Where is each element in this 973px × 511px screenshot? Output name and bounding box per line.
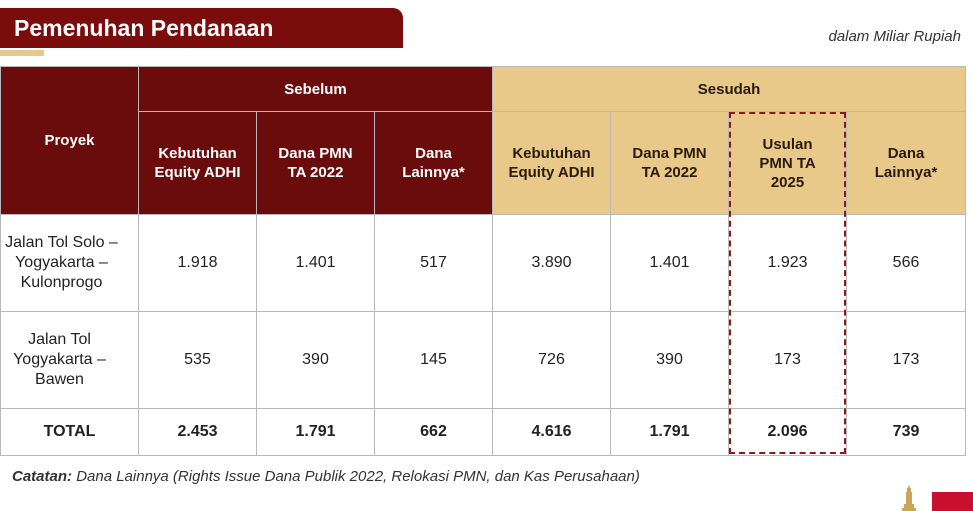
total-label: TOTAL — [0, 408, 139, 456]
unit-note: dalam Miliar Rupiah — [828, 28, 961, 45]
total-equity-before: 2.453 — [138, 408, 257, 456]
col-header-pmn-2022-before: Dana PMN TA 2022 — [256, 111, 375, 215]
footnote-label: Catatan: — [12, 468, 73, 485]
project-name: Jalan Tol Solo – Yogyakarta – Kulonprogo — [0, 214, 139, 312]
cell-other-funds-before: 145 — [373, 311, 494, 409]
logo-mark — [932, 492, 973, 511]
cell-equity-after: 3.890 — [492, 214, 612, 312]
project-header: Proyek — [0, 66, 139, 215]
total-other-funds-after: 739 — [846, 408, 967, 456]
group-header-before: Sebelum — [137, 66, 494, 112]
title-accent — [0, 50, 44, 56]
cell-equity-before: 1.918 — [138, 214, 257, 312]
cell-proposed-pmn-2025: 1.923 — [728, 214, 848, 312]
total-pmn-2022-before: 1.791 — [256, 408, 375, 456]
table-row: Jalan Tol Yogyakarta – Bawen 535 390 145… — [0, 311, 967, 409]
funding-table: Proyek Sebelum Sesudah Kebutuhan Equity … — [0, 66, 967, 456]
monument-icon — [902, 484, 916, 511]
col-header-other-funds-after: Dana Lainnya* — [846, 111, 967, 215]
group-header-after: Sesudah — [492, 66, 967, 112]
cell-pmn-2022-before: 390 — [256, 311, 375, 409]
total-proposed-pmn-2025: 2.096 — [728, 408, 848, 456]
cell-other-funds-after: 566 — [846, 214, 967, 312]
cell-equity-after: 726 — [492, 311, 612, 409]
footnote: Catatan: Dana Lainnya (Rights Issue Dana… — [12, 468, 640, 485]
col-header-equity-before: Kebutuhan Equity ADHI — [138, 111, 257, 215]
cell-proposed-pmn-2025: 173 — [728, 311, 848, 409]
cell-pmn-2022-after: 1.401 — [610, 214, 730, 312]
table-row: Jalan Tol Solo – Yogyakarta – Kulonprogo… — [0, 214, 967, 312]
col-header-other-funds-before: Dana Lainnya* — [373, 111, 494, 215]
total-other-funds-before: 662 — [373, 408, 494, 456]
cell-other-funds-before: 517 — [373, 214, 494, 312]
total-row: TOTAL 2.453 1.791 662 4.616 1.791 2.096 … — [0, 408, 967, 456]
page-title: Pemenuhan Pendanaan — [0, 8, 403, 48]
col-header-equity-after: Kebutuhan Equity ADHI — [492, 111, 612, 215]
col-header-proposed-pmn-2025: Usulan PMN TA 2025 — [728, 111, 848, 215]
cell-pmn-2022-before: 1.401 — [256, 214, 375, 312]
cell-other-funds-after: 173 — [846, 311, 967, 409]
col-header-pmn-2022-after: Dana PMN TA 2022 — [610, 111, 730, 215]
footnote-text: Dana Lainnya (Rights Issue Dana Publik 2… — [76, 468, 640, 485]
total-pmn-2022-after: 1.791 — [610, 408, 730, 456]
cell-pmn-2022-after: 390 — [610, 311, 730, 409]
total-equity-after: 4.616 — [492, 408, 612, 456]
cell-equity-before: 535 — [138, 311, 257, 409]
project-name: Jalan Tol Yogyakarta – Bawen — [0, 311, 139, 409]
